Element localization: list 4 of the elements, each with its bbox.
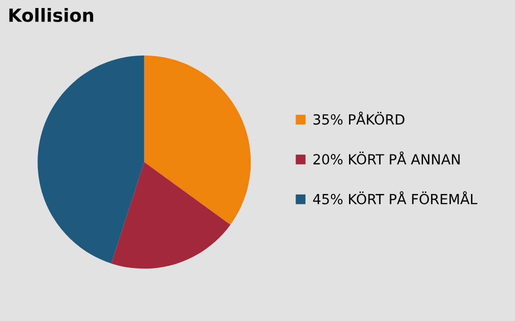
legend-label: 20% KÖRT PÅ ANNAN <box>313 151 460 165</box>
legend-label: 35% PÅKÖRD <box>313 112 404 125</box>
legend-label: 45% KÖRT PÅ FÖREMÅL <box>313 191 478 204</box>
chart-title: Kollision <box>9 8 94 22</box>
